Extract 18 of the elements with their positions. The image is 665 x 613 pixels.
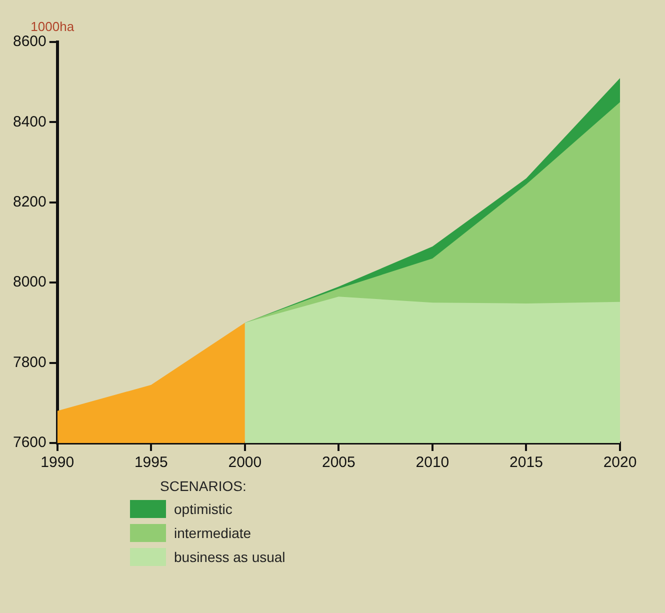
x-tick-label: 1990 [40,454,74,472]
x-tick-label: 2020 [603,454,637,472]
y-tick-label: 8600 [12,33,46,50]
y-tick-label: 8200 [12,194,46,211]
y-axis-title: 1000ha [30,19,75,34]
x-tick-label: 2015 [510,454,543,472]
x-tick-label: 2010 [416,454,450,472]
y-tick-label: 7800 [12,354,46,371]
x-tick-label: 2000 [228,454,262,472]
y-tick-label: 8400 [12,113,46,130]
x-tick-label: 1995 [134,454,168,472]
y-tick-label: 8000 [12,274,46,291]
legend-label: business as usual [174,549,286,565]
legend-title: SCENARIOS: [160,478,248,494]
legend-label: intermediate [174,525,252,541]
x-tick-label: 2005 [322,454,356,472]
legend-label: optimistic [174,501,232,517]
y-tick-label: 7600 [12,434,46,452]
